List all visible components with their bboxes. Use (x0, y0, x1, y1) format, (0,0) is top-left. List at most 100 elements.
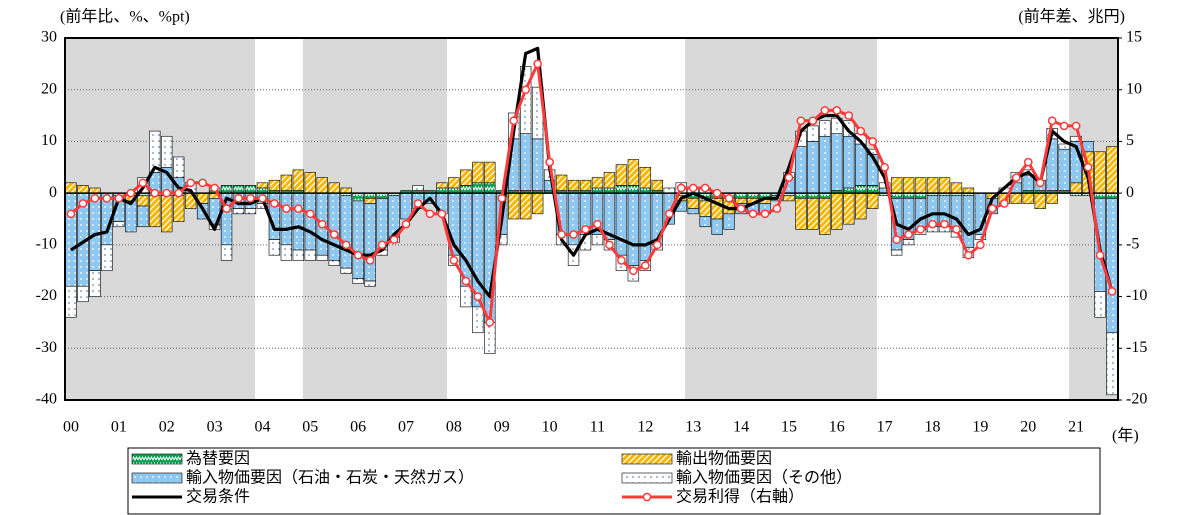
bar (280, 174, 293, 191)
bar (220, 244, 233, 261)
bar (77, 285, 89, 303)
bar (1070, 135, 1082, 142)
bar (436, 182, 448, 189)
marker (497, 193, 507, 203)
bar (723, 213, 735, 230)
y-tick-label: 10 (41, 132, 57, 149)
bar (890, 192, 903, 199)
y2-tick-label: -20 (1126, 391, 1147, 408)
bar (113, 221, 125, 228)
y2-axis-label: (前年差、兆円) (1018, 8, 1125, 26)
marker (234, 193, 243, 203)
bar (364, 192, 376, 199)
marker (425, 209, 435, 219)
bar (172, 156, 185, 178)
bar (161, 135, 173, 168)
marker (305, 209, 315, 219)
x-tick-label: 21 (1068, 419, 1084, 436)
bar (484, 192, 496, 323)
bar (364, 203, 376, 282)
marker (904, 230, 913, 239)
marker (557, 230, 566, 239)
marker (90, 193, 100, 203)
y2-tick-label: 15 (1126, 29, 1142, 46)
bar (807, 198, 819, 230)
bar (280, 192, 293, 246)
bar (579, 179, 592, 191)
bar (89, 192, 101, 272)
x-tick-label: 15 (781, 419, 797, 436)
bar (783, 195, 795, 202)
marker (820, 106, 830, 115)
legend-swatch (131, 472, 183, 484)
bar (1022, 192, 1034, 204)
marker (796, 116, 806, 126)
marker (1071, 121, 1081, 131)
bar (65, 192, 77, 287)
y2-tick-label: 5 (1126, 132, 1134, 149)
bar (1010, 192, 1022, 204)
x-tick-label: 07 (398, 419, 414, 436)
bar (627, 159, 640, 186)
x-tick-label: 05 (302, 419, 318, 436)
marker (700, 183, 710, 193)
marker (1023, 157, 1033, 167)
y2-tick-label: -5 (1126, 236, 1139, 253)
y2-tick-label: 0 (1126, 184, 1134, 201)
marker (114, 193, 124, 203)
bar (460, 285, 472, 308)
bar (938, 177, 951, 194)
bar (807, 125, 819, 142)
bar (137, 205, 149, 228)
bar (520, 192, 532, 220)
x-tick-label: 08 (446, 419, 462, 436)
marker (868, 137, 878, 146)
bar (436, 187, 448, 194)
marker (341, 240, 351, 250)
marker (210, 183, 219, 193)
bar (161, 195, 173, 233)
bar (843, 192, 855, 225)
bar (567, 179, 580, 191)
bar (867, 192, 879, 209)
bar (125, 200, 137, 233)
bar (795, 198, 807, 230)
marker (437, 209, 447, 219)
marker (162, 188, 172, 198)
bar (615, 164, 628, 186)
bar (735, 192, 747, 199)
marker (844, 111, 854, 120)
marker (545, 157, 554, 167)
marker (892, 235, 901, 245)
marker (988, 204, 997, 214)
y2-tick-label: -15 (1126, 339, 1147, 356)
marker (784, 173, 794, 182)
marker (964, 250, 973, 260)
bar (232, 208, 245, 215)
bar (795, 192, 807, 199)
marker (246, 193, 255, 203)
bar (687, 198, 699, 209)
marker (581, 224, 590, 234)
legend-swatch (621, 453, 673, 465)
bar (352, 278, 364, 284)
bar (914, 198, 927, 230)
bar (149, 195, 161, 228)
bar (484, 161, 496, 184)
x-tick-label: 17 (877, 419, 893, 436)
y-tick-label: -30 (36, 339, 57, 356)
bar (1106, 198, 1118, 334)
legend-label: 交易条件 (186, 488, 250, 506)
legend-box (127, 447, 1101, 515)
bar (65, 285, 77, 318)
marker (856, 126, 866, 136)
bar (484, 322, 496, 354)
bar (1058, 148, 1070, 191)
bar (1046, 192, 1058, 204)
marker (329, 230, 339, 239)
bar (352, 200, 364, 279)
marker (999, 199, 1009, 208)
bar (902, 192, 915, 199)
marker (461, 276, 471, 286)
bar (292, 192, 305, 251)
